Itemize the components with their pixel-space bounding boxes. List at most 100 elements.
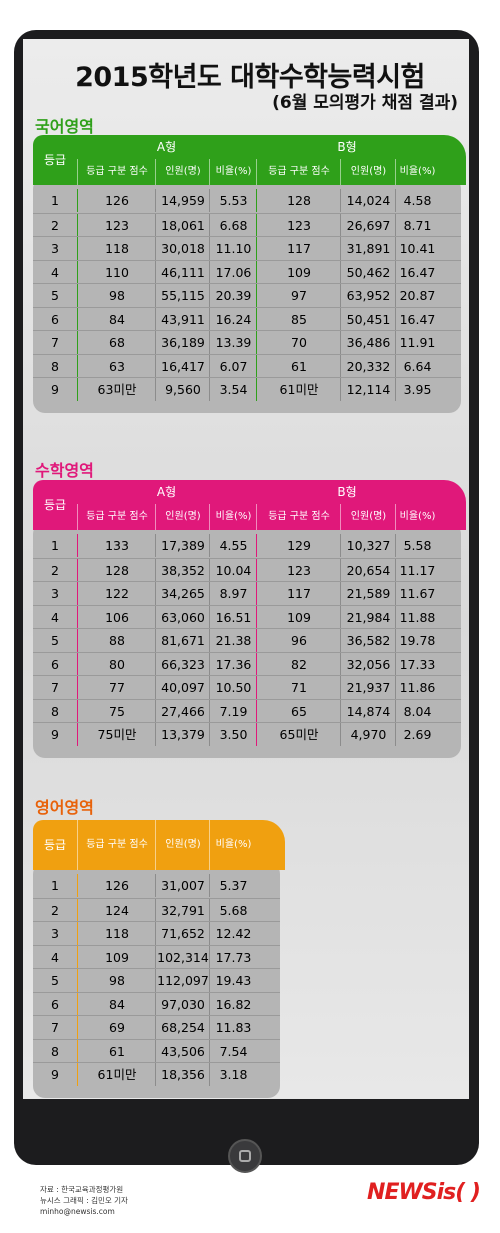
- table-cell: 3.18: [209, 1063, 257, 1086]
- korean-ratio-header: 비율(%): [395, 159, 439, 185]
- table-cell: 36,486: [340, 331, 396, 354]
- math-cut-header: 등급 구분 점수: [77, 504, 156, 530]
- table-cell: 12.42: [209, 922, 257, 945]
- table-cell: 11.17: [395, 558, 439, 582]
- table-cell: 32,791: [155, 898, 210, 922]
- table-cell: 17,389: [155, 534, 210, 557]
- table-row: 7 69 68,254 11.83: [33, 1015, 280, 1039]
- math-panel: [33, 522, 461, 758]
- table-cell: 65: [256, 699, 341, 723]
- table-cell: 10.04: [209, 558, 257, 582]
- table-cell: 77: [77, 676, 156, 699]
- table-cell: 3.50: [209, 723, 257, 746]
- table-cell: 5.53: [209, 189, 257, 212]
- table-cell: 43,506: [155, 1039, 210, 1063]
- table-cell: 85: [256, 307, 341, 331]
- table-cell: 11.10: [209, 237, 257, 260]
- table-cell: 18,356: [155, 1063, 210, 1086]
- table-cell: 84: [77, 307, 156, 331]
- table-cell: 117: [256, 237, 341, 260]
- table-row: 5 98 55,115 20.39 97 63,952 20.87: [33, 283, 461, 307]
- table-cell: 20.87: [395, 284, 439, 307]
- source-text: 자료 : 한국교육과정평가원: [40, 1185, 124, 1194]
- table-cell: 40,097: [155, 676, 210, 699]
- credits: 자료 : 한국교육과정평가원 뉴시스 그래픽 : 김민오 기자 minho@ne…: [40, 1184, 128, 1217]
- table-cell: 110: [77, 260, 156, 284]
- table-cell: 126: [77, 189, 156, 212]
- table-cell: 16.51: [209, 605, 257, 629]
- table-cell: 96: [256, 629, 341, 652]
- math-type-b-header: B형: [337, 485, 357, 499]
- table-cell: 7.54: [209, 1039, 257, 1063]
- table-cell: 1: [51, 193, 59, 208]
- korean-ratio-header: 비율(%): [209, 159, 257, 185]
- section-title-english: 영어영역: [35, 798, 94, 817]
- table-cell: 27,466: [155, 699, 210, 723]
- table-cell: 4.55: [209, 534, 257, 557]
- table-cell: 82: [256, 652, 341, 676]
- newsis-logo: NEWSis( ): [367, 1180, 481, 1205]
- table-cell: 5.58: [395, 534, 439, 557]
- table-cell: 4: [51, 609, 59, 625]
- table-cell: 8: [51, 703, 59, 719]
- table-cell: 3: [51, 241, 59, 256]
- table-cell: 21,984: [340, 605, 396, 629]
- table-row: 8 61 43,506 7.54: [33, 1038, 280, 1063]
- table-row: 1 126 14,959 5.53 128 14,024 4.58: [33, 189, 461, 212]
- table-cell: 34,265: [155, 582, 210, 605]
- table-cell: 31,891: [340, 237, 396, 260]
- table-cell: 5: [51, 633, 59, 648]
- table-cell: 61: [256, 354, 341, 378]
- table-cell: 11.91: [395, 331, 439, 354]
- table-cell: 2: [51, 217, 59, 233]
- table-cell: 20,654: [340, 558, 396, 582]
- table-cell: 8: [51, 1043, 59, 1059]
- table-row: 6 80 66,323 17.36 82 32,056 17.33: [33, 651, 461, 676]
- table-cell: 68,254: [155, 1016, 210, 1039]
- table-row: 2 123 18,061 6.68 123 26,697 8.71: [33, 212, 461, 237]
- table-cell: 10.41: [395, 237, 439, 260]
- table-cell: 63,952: [340, 284, 396, 307]
- table-cell: 63: [77, 354, 156, 378]
- table-cell: 1: [51, 878, 59, 893]
- page-title: 2015학년도 대학수학능력시험: [75, 62, 425, 93]
- korean-grade-header: 등급: [43, 153, 67, 167]
- english-people-header: 인원(명): [155, 820, 210, 870]
- table-cell: 6.07: [209, 354, 257, 378]
- table-row: 4 109 102,314 17.73: [33, 944, 280, 969]
- table-cell: 17.73: [209, 945, 257, 969]
- section-title-math: 수학영역: [35, 461, 94, 480]
- credit-text: 뉴시스 그래픽 : 김민오 기자: [40, 1196, 128, 1205]
- table-cell: 6.68: [209, 213, 257, 237]
- table-cell: 36,582: [340, 629, 396, 652]
- korean-panel: [33, 177, 461, 413]
- table-cell: 126: [77, 874, 156, 897]
- table-cell: 9,560: [155, 378, 210, 401]
- table-cell: 8.71: [395, 213, 439, 237]
- table-cell: 98: [77, 969, 156, 992]
- table-cell: 4: [51, 264, 59, 280]
- table-cell: 9: [51, 1067, 59, 1082]
- table-cell: 10,327: [340, 534, 396, 557]
- table-cell: 8.97: [209, 582, 257, 605]
- table-cell: 133: [77, 534, 156, 557]
- home-button: [228, 1139, 262, 1173]
- table-row: 2 124 32,791 5.68: [33, 897, 280, 922]
- table-cell: 70: [256, 331, 341, 354]
- table-cell: 14,024: [340, 189, 396, 212]
- table-row: 1 126 31,007 5.37: [33, 874, 280, 897]
- table-cell: 9: [51, 727, 59, 742]
- table-cell: 123: [256, 558, 341, 582]
- table-cell: 4.58: [395, 189, 439, 212]
- table-cell: 3: [51, 926, 59, 941]
- english-cut-header: 등급 구분 점수: [77, 820, 156, 870]
- table-cell: 3.54: [209, 378, 257, 401]
- table-row: 9 75미만 13,379 3.50 65미만 4,970 2.69: [33, 722, 461, 746]
- table-cell: 14,874: [340, 699, 396, 723]
- table-cell: 71,652: [155, 922, 210, 945]
- table-cell: 7.19: [209, 699, 257, 723]
- table-cell: 128: [77, 558, 156, 582]
- table-cell: 2.69: [395, 723, 439, 746]
- table-cell: 109: [256, 260, 341, 284]
- table-cell: 4,970: [340, 723, 396, 746]
